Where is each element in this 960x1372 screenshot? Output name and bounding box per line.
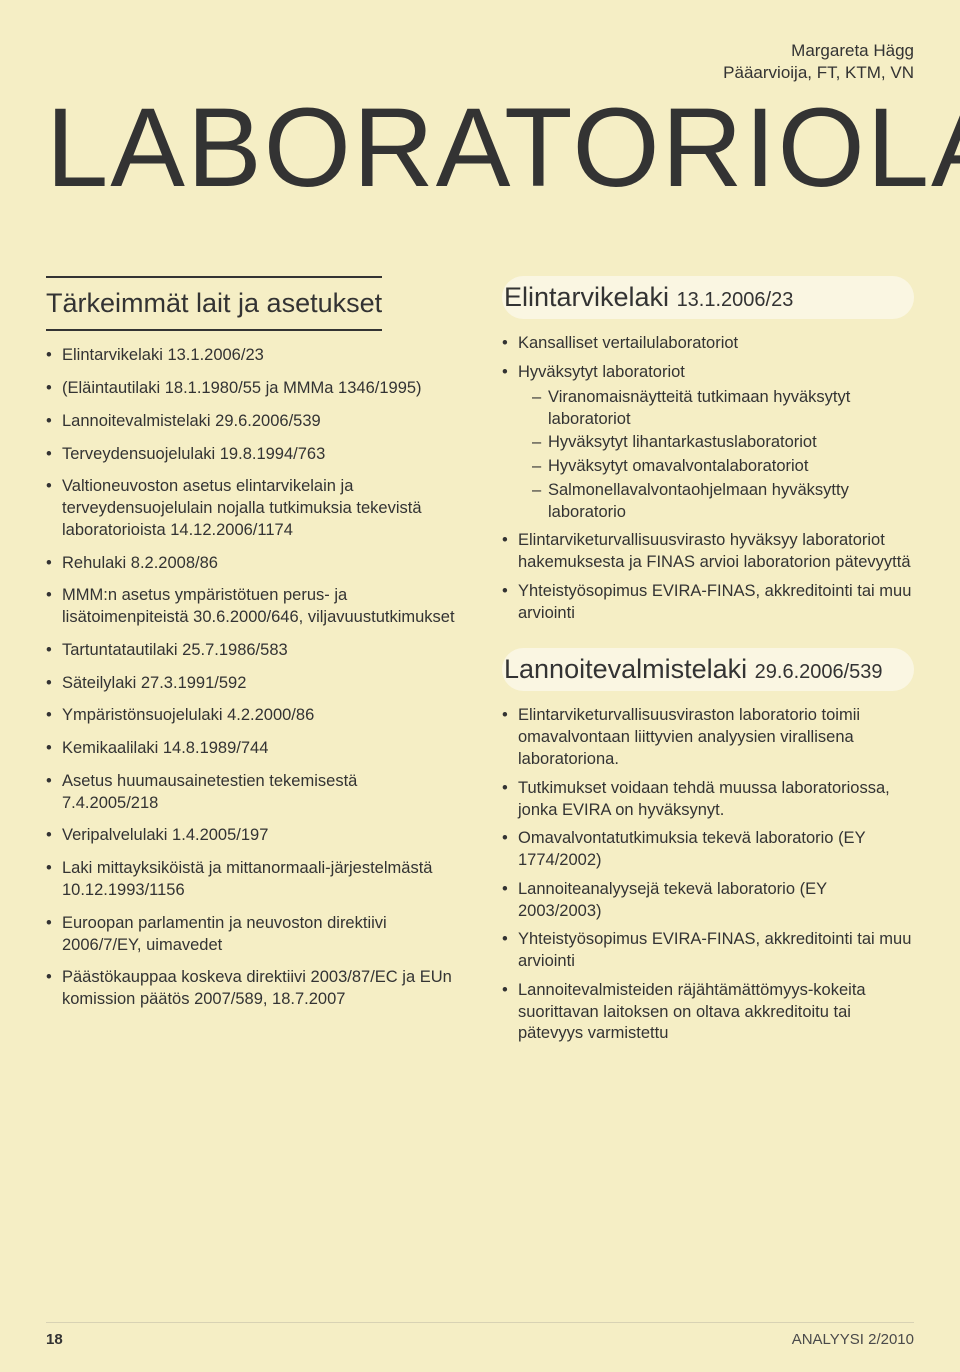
- left-list-item: Päästökauppaa koskeva direktiivi 2003/87…: [46, 967, 458, 1011]
- right-list: Kansalliset vertailulaboratoriot Hyväksyt…: [502, 333, 914, 624]
- right-list-item: Lannoiteanalyysejä tekevä laboratorio (E…: [502, 879, 914, 923]
- left-list-item: Laki mittayksiköistä ja mittanormaali-jä…: [46, 858, 458, 902]
- right-heading: Elintarvikelaki 13.1.2006/23: [502, 276, 914, 319]
- left-list-item: Veripalvelulaki 1.4.2005/197: [46, 825, 458, 847]
- footer: 18 ANALYYSI 2/2010: [46, 1322, 914, 1348]
- left-list-item: Tartuntatautilaki 25.7.1986/583: [46, 640, 458, 662]
- byline: Margareta Hägg Pääarvioija, FT, KTM, VN: [46, 40, 914, 84]
- right-heading-text: Elintarvikelaki: [504, 282, 677, 312]
- left-list-item: Ympäristönsuojelulaki 4.2.2000/86: [46, 705, 458, 727]
- right-list-item: Elintarviketurvallisuusviraston laborato…: [502, 705, 914, 770]
- right-sublist-item: Hyväksytyt lihantarkastuslaboratoriot: [532, 432, 914, 454]
- main-title: LABORATORIOLAIN: [46, 92, 914, 204]
- left-list-item: Kemikaalilaki 14.8.1989/744: [46, 738, 458, 760]
- byline-title: Pääarvioija, FT, KTM, VN: [46, 62, 914, 84]
- right-sublist: Viranomaisnäytteitä tutkimaan hyväksytyt…: [518, 387, 914, 524]
- right-heading: Lannoitevalmistelaki 29.6.2006/539: [502, 648, 914, 691]
- left-list-item: Lannoitevalmistelaki 29.6.2006/539: [46, 411, 458, 433]
- right-list-item: Lannoitevalmisteiden räjähtämättömyys-ko…: [502, 980, 914, 1045]
- left-list-item: MMM:n asetus ympäristötuen perus- ja lis…: [46, 585, 458, 629]
- right-sublist-item: Salmonellavalvontaohjelmaan hyväksytty l…: [532, 480, 914, 524]
- left-list-item: Säteilylaki 27.3.1991/592: [46, 673, 458, 695]
- right-list-item: Yhteistyösopimus EVIRA-FINAS, akkreditoi…: [502, 581, 914, 625]
- left-list-item: Asetus huumausainetestien tekemisestä 7.…: [46, 771, 458, 815]
- left-list-item: Terveydensuojelulaki 19.8.1994/763: [46, 444, 458, 466]
- left-list-item: Rehulaki 8.2.2008/86: [46, 553, 458, 575]
- left-heading: Tärkeimmät lait ja asetukset: [46, 276, 382, 331]
- left-list-item: Euroopan parlamentin ja neuvoston direkt…: [46, 913, 458, 957]
- left-list: Elintarvikelaki 13.1.2006/23 (Eläintautil…: [46, 345, 458, 1011]
- right-section: Lannoitevalmistelaki 29.6.2006/539 Elinta…: [502, 648, 914, 1045]
- right-heading-text: Lannoitevalmistelaki: [504, 654, 755, 684]
- right-list-item: Elintarviketurvallisuusvirasto hyväksyy …: [502, 530, 914, 574]
- right-list-item: Kansalliset vertailulaboratoriot: [502, 333, 914, 355]
- right-list-item: Omavalvontatutkimuksia tekevä laboratori…: [502, 828, 914, 872]
- left-list-item: Valtioneuvoston asetus elintarvikelain j…: [46, 476, 458, 541]
- right-heading-number: 29.6.2006/539: [755, 661, 883, 683]
- right-heading-number: 13.1.2006/23: [677, 289, 794, 311]
- right-list-item: Yhteistyösopimus EVIRA-FINAS, akkreditoi…: [502, 929, 914, 973]
- right-sublist-item: Viranomaisnäytteitä tutkimaan hyväksytyt…: [532, 387, 914, 431]
- page-number: 18: [46, 1331, 63, 1348]
- right-list: Elintarviketurvallisuusviraston laborato…: [502, 705, 914, 1045]
- left-list-item: Elintarvikelaki 13.1.2006/23: [46, 345, 458, 367]
- right-sublist-item: Hyväksytyt omavalvontalaboratoriot: [532, 456, 914, 478]
- publication-label: ANALYYSI 2/2010: [792, 1331, 914, 1348]
- byline-name: Margareta Hägg: [46, 40, 914, 62]
- right-section: Elintarvikelaki 13.1.2006/23 Kansalliset …: [502, 276, 914, 624]
- right-column: Elintarvikelaki 13.1.2006/23 Kansalliset …: [502, 276, 914, 1052]
- left-list-item: (Eläintautilaki 18.1.1980/55 ja MMMa 134…: [46, 378, 458, 400]
- right-list-item: Hyväksytyt laboratoriotViranomaisnäyttei…: [502, 362, 914, 523]
- right-list-item: Tutkimukset voidaan tehdä muussa laborat…: [502, 778, 914, 822]
- left-column: Tärkeimmät lait ja asetukset Elintarvike…: [46, 276, 458, 1052]
